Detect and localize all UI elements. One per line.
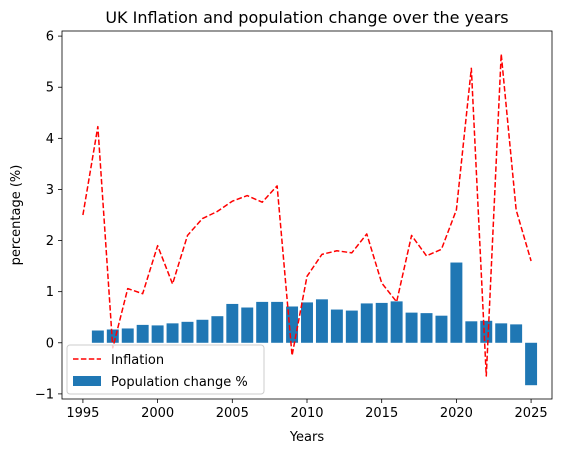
- y-tick-label-0: 0: [46, 336, 54, 351]
- bar-2003: [196, 320, 208, 343]
- y-tick-label-3: 3: [46, 183, 54, 198]
- bar-2001: [167, 323, 179, 342]
- legend-inflation-label: Inflation: [111, 353, 164, 368]
- y-tick-label-1: 1: [46, 285, 54, 300]
- bar-2016: [391, 301, 403, 342]
- x-tick-label-2005: 2005: [216, 406, 249, 421]
- legend-population-label: Population change %: [111, 375, 248, 390]
- x-tick-label-2015: 2015: [365, 406, 398, 421]
- bar-2008: [271, 302, 283, 343]
- bar-1999: [137, 325, 149, 343]
- bar-2012: [331, 310, 343, 343]
- bar-2011: [316, 299, 328, 342]
- y-tick-label-4: 4: [46, 132, 54, 147]
- bar-2013: [346, 311, 358, 343]
- x-tick-label-2000: 2000: [141, 406, 174, 421]
- legend-population-swatch: [73, 376, 101, 386]
- bar-2020: [450, 263, 462, 343]
- y-tick-label--1: −1: [35, 387, 54, 402]
- x-tick-label-1995: 1995: [66, 406, 99, 421]
- bar-2021: [465, 321, 477, 342]
- x-tick-label-2010: 2010: [290, 406, 323, 421]
- bar-1996: [92, 331, 104, 343]
- bar-2015: [376, 303, 388, 343]
- bar-2004: [211, 316, 223, 343]
- y-tick-label-5: 5: [46, 81, 54, 96]
- bar-2010: [301, 302, 313, 342]
- x-axis-title: Years: [289, 430, 325, 445]
- bar-2007: [256, 302, 268, 343]
- chart-title: UK Inflation and population change over …: [105, 8, 508, 27]
- bar-2025: [525, 343, 537, 385]
- x-tick-label-2020: 2020: [440, 406, 473, 421]
- bar-2014: [361, 303, 373, 342]
- legend: Inflation Population change %: [67, 345, 264, 394]
- bar-2022: [480, 321, 492, 343]
- bar-2017: [406, 313, 418, 343]
- bar-2019: [435, 316, 447, 343]
- bar-2023: [495, 323, 507, 342]
- y-tick-label-2: 2: [46, 234, 54, 249]
- bar-2024: [510, 324, 522, 342]
- bar-2018: [421, 313, 433, 343]
- y-tick-label-6: 6: [46, 30, 54, 45]
- y-axis-title: percentage (%): [9, 165, 24, 266]
- bar-2002: [182, 322, 194, 343]
- bar-2000: [152, 325, 164, 342]
- bar-2005: [226, 304, 238, 343]
- bar-2006: [241, 308, 253, 343]
- bar-1998: [122, 328, 134, 342]
- x-tick-label-2025: 2025: [515, 406, 548, 421]
